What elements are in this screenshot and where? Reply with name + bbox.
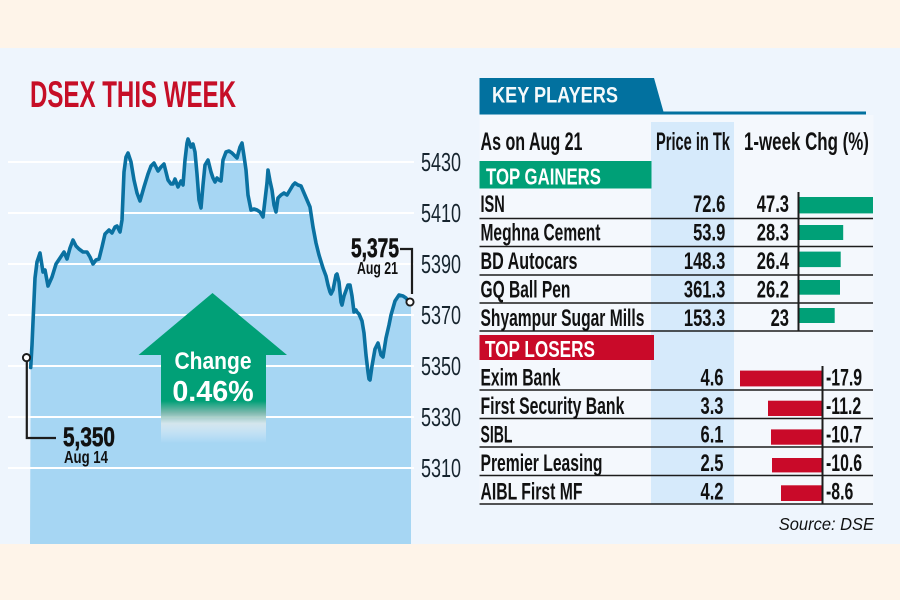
svg-text:153.3: 153.3 xyxy=(684,305,725,332)
svg-text:BD Autocars: BD Autocars xyxy=(481,248,578,275)
svg-text:Shyampur Sugar Mills: Shyampur Sugar Mills xyxy=(481,306,645,332)
svg-text:5,375: 5,375 xyxy=(351,233,399,263)
svg-text:Exim Bank: Exim Bank xyxy=(481,365,562,391)
svg-text:5350: 5350 xyxy=(421,352,461,381)
svg-text:TOP GAINERS: TOP GAINERS xyxy=(486,165,601,190)
svg-text:Aug 21: Aug 21 xyxy=(357,259,398,279)
svg-text:KEY PLAYERS: KEY PLAYERS xyxy=(492,84,618,108)
svg-text:47.3: 47.3 xyxy=(757,191,789,218)
svg-text:Price in Tk: Price in Tk xyxy=(656,128,730,156)
svg-text:-8.6: -8.6 xyxy=(826,479,853,505)
svg-text:-10.7: -10.7 xyxy=(826,422,862,448)
svg-text:4.2: 4.2 xyxy=(700,479,723,506)
svg-text:First Security Bank: First Security Bank xyxy=(481,394,625,420)
svg-text:3.3: 3.3 xyxy=(700,393,723,420)
svg-text:Meghna Cement: Meghna Cement xyxy=(481,220,601,246)
svg-text:26.2: 26.2 xyxy=(757,277,789,304)
svg-text:5390: 5390 xyxy=(421,250,461,279)
svg-text:5330: 5330 xyxy=(421,403,461,432)
svg-text:-10.6: -10.6 xyxy=(826,451,862,477)
svg-text:5310: 5310 xyxy=(421,454,461,483)
svg-text:6.1: 6.1 xyxy=(700,422,723,449)
svg-text:361.3: 361.3 xyxy=(684,277,725,304)
svg-text:5410: 5410 xyxy=(421,199,461,228)
svg-text:2.5: 2.5 xyxy=(700,450,723,477)
svg-text:0.46%: 0.46% xyxy=(172,376,253,408)
svg-text:-11.2: -11.2 xyxy=(826,394,861,420)
svg-text:28.3: 28.3 xyxy=(757,220,789,247)
svg-text:5,350: 5,350 xyxy=(63,422,115,452)
svg-text:53.9: 53.9 xyxy=(693,220,725,247)
svg-text:TOP LOSERS: TOP LOSERS xyxy=(485,338,595,363)
svg-text:GQ Ball Pen: GQ Ball Pen xyxy=(481,277,571,303)
svg-text:DSEX THIS WEEK: DSEX THIS WEEK xyxy=(30,74,236,115)
svg-text:-17.9: -17.9 xyxy=(826,365,862,391)
svg-text:4.6: 4.6 xyxy=(700,365,723,392)
svg-text:5370: 5370 xyxy=(421,301,461,330)
svg-text:1-week Chg (%): 1-week Chg (%) xyxy=(744,128,869,156)
svg-text:Change: Change xyxy=(174,348,251,375)
svg-text:Aug 14: Aug 14 xyxy=(64,448,108,467)
svg-text:5430: 5430 xyxy=(421,148,461,177)
svg-text:Source: DSE: Source: DSE xyxy=(779,515,875,535)
svg-text:23: 23 xyxy=(771,305,789,332)
svg-text:SIBL: SIBL xyxy=(481,422,513,449)
svg-text:26.4: 26.4 xyxy=(757,248,790,275)
svg-text:Premier Leasing: Premier Leasing xyxy=(481,451,603,477)
svg-text:As on Aug 21: As on Aug 21 xyxy=(481,129,583,156)
svg-text:148.3: 148.3 xyxy=(684,248,725,275)
svg-text:AIBL First MF: AIBL First MF xyxy=(481,479,583,505)
svg-text:ISN: ISN xyxy=(481,191,505,218)
svg-text:72.6: 72.6 xyxy=(693,191,725,218)
